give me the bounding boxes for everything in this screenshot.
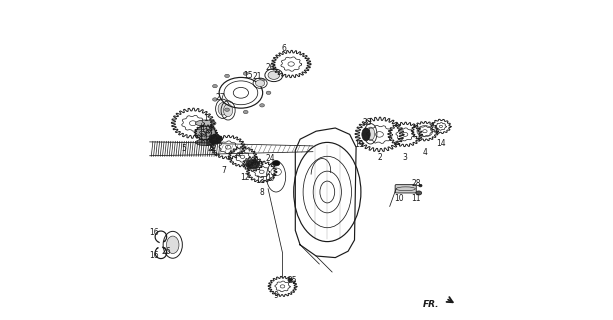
Text: 6: 6 bbox=[281, 44, 286, 53]
Text: 15: 15 bbox=[243, 71, 253, 80]
Text: 24: 24 bbox=[266, 154, 275, 163]
Text: 1: 1 bbox=[204, 114, 208, 123]
Text: 18: 18 bbox=[205, 139, 214, 148]
Text: 19: 19 bbox=[354, 140, 364, 148]
Ellipse shape bbox=[196, 139, 216, 146]
FancyBboxPatch shape bbox=[395, 185, 416, 193]
Text: 2: 2 bbox=[378, 153, 383, 162]
Ellipse shape bbox=[209, 135, 222, 144]
Text: 5: 5 bbox=[182, 144, 187, 153]
Text: 8: 8 bbox=[260, 188, 265, 197]
Ellipse shape bbox=[225, 74, 229, 77]
Ellipse shape bbox=[167, 236, 179, 253]
Ellipse shape bbox=[272, 161, 280, 166]
Text: 16: 16 bbox=[149, 228, 158, 237]
Text: 7: 7 bbox=[221, 166, 226, 175]
Text: 26: 26 bbox=[162, 247, 172, 256]
Text: 13: 13 bbox=[255, 176, 265, 185]
Ellipse shape bbox=[196, 120, 216, 126]
Text: 9: 9 bbox=[273, 292, 278, 300]
Ellipse shape bbox=[256, 80, 265, 86]
Ellipse shape bbox=[367, 127, 375, 140]
Ellipse shape bbox=[243, 110, 248, 114]
Ellipse shape bbox=[224, 104, 233, 117]
Ellipse shape bbox=[362, 128, 370, 141]
Ellipse shape bbox=[213, 84, 218, 88]
Text: FR.: FR. bbox=[423, 300, 440, 309]
Ellipse shape bbox=[266, 91, 271, 94]
Ellipse shape bbox=[218, 102, 227, 115]
Ellipse shape bbox=[260, 104, 264, 107]
Ellipse shape bbox=[268, 71, 280, 79]
Text: 27: 27 bbox=[215, 93, 225, 102]
Ellipse shape bbox=[260, 79, 264, 82]
Text: 20: 20 bbox=[266, 63, 275, 72]
Ellipse shape bbox=[288, 278, 292, 282]
Text: 12: 12 bbox=[240, 173, 250, 182]
Ellipse shape bbox=[246, 159, 260, 169]
Text: 21: 21 bbox=[252, 72, 262, 81]
Text: 1: 1 bbox=[200, 125, 205, 134]
Ellipse shape bbox=[419, 184, 422, 187]
Text: 22: 22 bbox=[208, 144, 217, 153]
Ellipse shape bbox=[225, 108, 229, 111]
Text: 28: 28 bbox=[411, 179, 421, 188]
Text: 16: 16 bbox=[149, 252, 158, 260]
Ellipse shape bbox=[416, 191, 422, 195]
Text: 10: 10 bbox=[394, 194, 404, 203]
Ellipse shape bbox=[213, 98, 218, 101]
Text: 17: 17 bbox=[266, 174, 275, 183]
Text: 25: 25 bbox=[287, 276, 297, 285]
Text: 23: 23 bbox=[362, 118, 372, 127]
Text: 11: 11 bbox=[411, 194, 421, 203]
Ellipse shape bbox=[243, 72, 248, 75]
Text: 4: 4 bbox=[422, 148, 427, 157]
Text: 14: 14 bbox=[436, 139, 446, 148]
Ellipse shape bbox=[196, 126, 216, 140]
Text: 3: 3 bbox=[403, 153, 408, 162]
